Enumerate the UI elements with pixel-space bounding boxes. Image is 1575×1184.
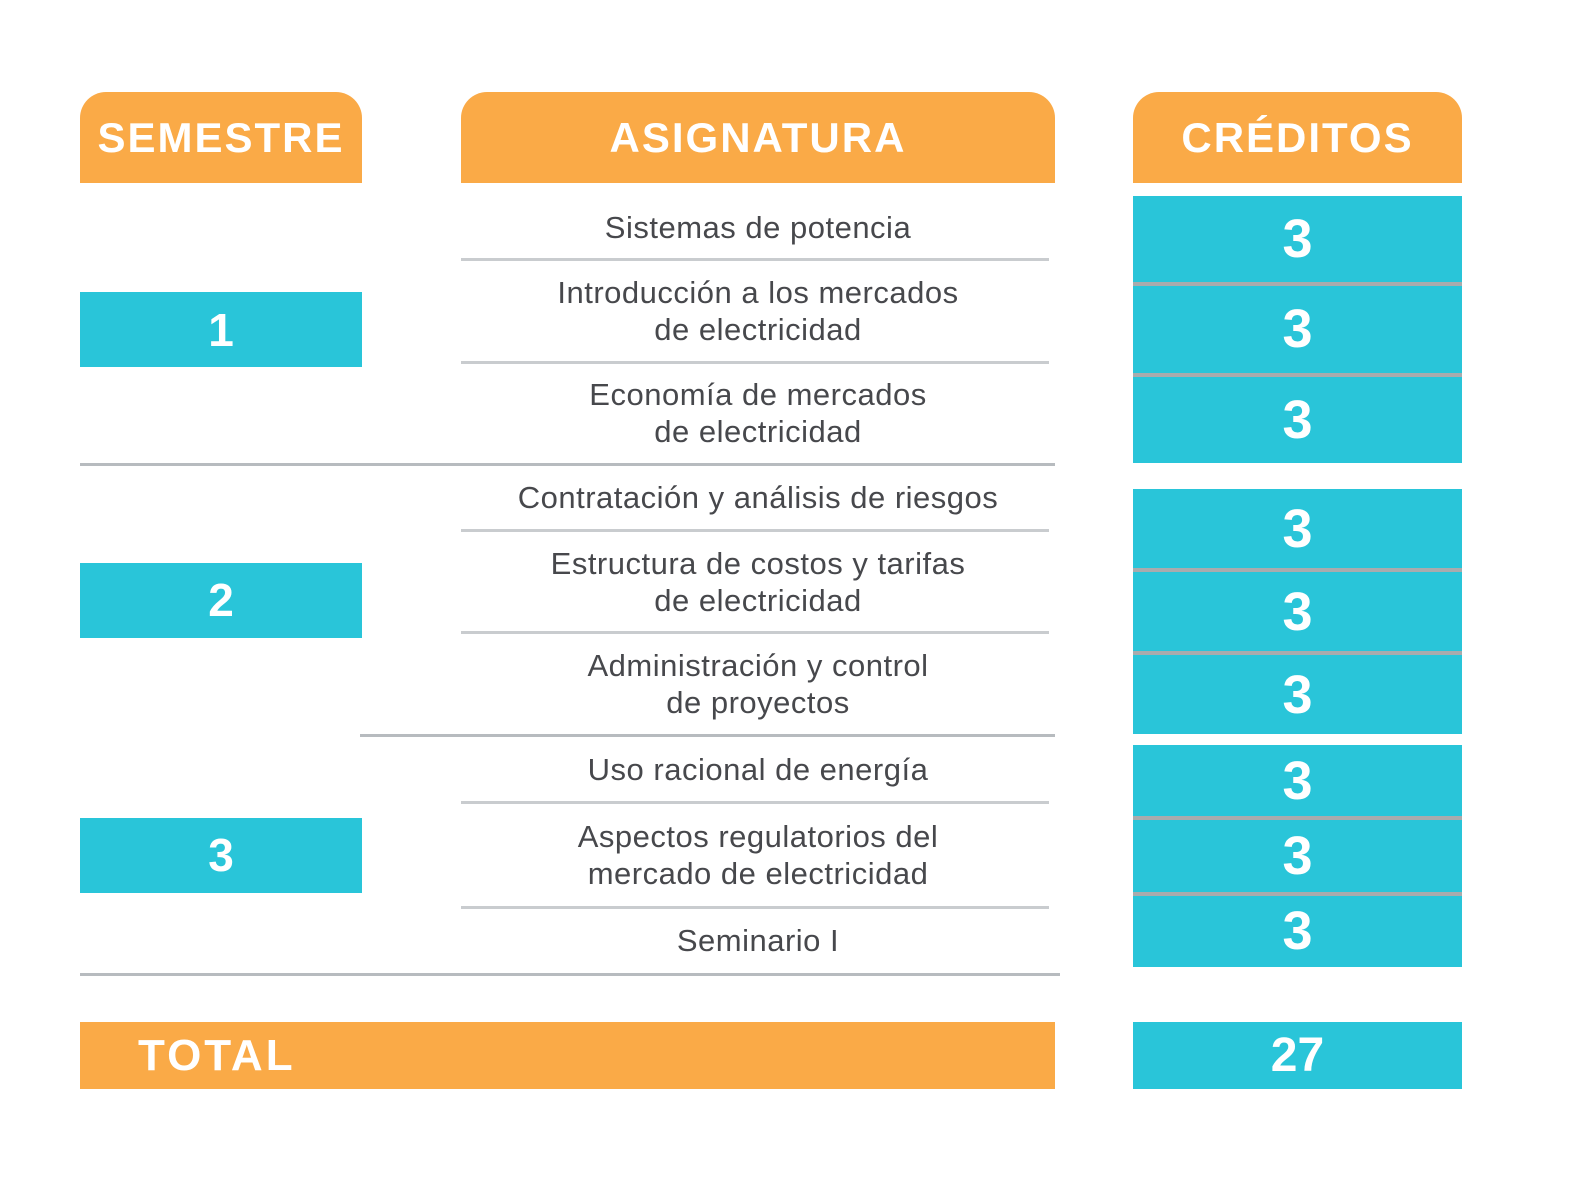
header-creditos: CRÉDITOS (1133, 92, 1462, 183)
subject-line: de proyectos (666, 685, 850, 721)
subject-divider (461, 360, 1050, 364)
subject-line: Sistemas de potencia (604, 209, 912, 245)
subject-line: Economía de mercados (589, 377, 927, 413)
credit-list-1: 3 3 3 (1133, 196, 1462, 463)
subject-divider (461, 905, 1050, 909)
subject-line: Introducción a los mercados (557, 274, 959, 310)
subject-line: de electricidad (654, 311, 862, 347)
subject-cell: Uso racional de energía (461, 737, 1055, 801)
group-divider-1 (80, 463, 1055, 466)
credit-divider (1133, 372, 1462, 377)
subject-line: Estructura de costos y tarifas (550, 545, 966, 581)
subject-divider (461, 631, 1050, 635)
curriculum-table: SEMESTRE ASIGNATURA CRÉDITOS 1 Sistemas … (80, 92, 1462, 1089)
subject-line: Administración y control (587, 648, 929, 684)
credit-cell: 3 (1133, 196, 1462, 283)
subject-cell: Sistemas de potencia (461, 196, 1055, 258)
subject-divider (461, 528, 1050, 532)
credit-cell: 3 (1133, 895, 1462, 967)
subject-cell: Introducción a los mercados de electrici… (461, 261, 1055, 360)
group-divider-bottom (80, 973, 1060, 976)
semester-group-2: 2 Contratación y análisis de riesgos Est… (80, 466, 1462, 734)
credit-cell: 3 (1133, 745, 1462, 817)
credit-divider (1133, 816, 1462, 821)
semester-badge-1: 1 (80, 292, 362, 367)
subject-divider (461, 258, 1050, 262)
table-header-row: SEMESTRE ASIGNATURA CRÉDITOS (80, 92, 1462, 183)
subject-line: Uso racional de energía (587, 751, 929, 787)
credit-divider (1133, 568, 1462, 572)
header-semestre: SEMESTRE (80, 92, 362, 183)
credit-cell: 3 (1133, 376, 1462, 463)
semester-group-1: 1 Sistemas de potencia Introducción a lo… (80, 196, 1462, 463)
header-body-gap (80, 183, 1462, 196)
semester-badge-2: 2 (80, 562, 362, 638)
credit-cell: 3 (1133, 820, 1462, 892)
subject-line: de electricidad (654, 582, 862, 618)
subject-line: Seminario I (676, 923, 840, 959)
subject-cell: Seminario I (461, 909, 1055, 973)
header-asignatura: ASIGNATURA (461, 92, 1055, 183)
subject-cell: Contratación y análisis de riesgos (461, 466, 1055, 529)
subject-cell: Administración y control de proyectos (461, 634, 1055, 734)
credit-cell: 3 (1133, 286, 1462, 373)
subject-cell: Economía de mercados de electricidad (461, 364, 1055, 463)
credit-divider (1133, 282, 1462, 287)
credit-list-3: 3 3 3 (1133, 737, 1462, 973)
credit-divider (1133, 891, 1462, 896)
subject-cell: Estructura de costos y tarifas de electr… (461, 532, 1055, 632)
credit-divider (1133, 651, 1462, 655)
semester-cell-3: 3 (80, 737, 362, 973)
semester-group-3: 3 Uso racional de energía Aspectos regul… (80, 737, 1462, 973)
credit-cell: 3 (1133, 655, 1462, 734)
group-divider-2 (360, 734, 1055, 737)
subject-line: mercado de electricidad (587, 855, 929, 891)
total-credits-value: 27 (1133, 1022, 1462, 1089)
semester-badge-3: 3 (80, 817, 362, 893)
subject-list-2: Contratación y análisis de riesgos Estru… (461, 466, 1055, 734)
credit-cell: 3 (1133, 572, 1462, 651)
subject-line: Contratación y análisis de riesgos (517, 479, 999, 515)
subject-cell: Aspectos regulatorios del mercado de ele… (461, 804, 1055, 905)
subject-list-3: Uso racional de energía Aspectos regulat… (461, 737, 1055, 973)
subject-divider (461, 801, 1050, 805)
total-label: TOTAL (80, 1022, 1055, 1089)
semester-cell-1: 1 (80, 196, 362, 463)
credit-list-2: 3 3 3 (1133, 466, 1462, 734)
total-row: TOTAL 27 (80, 1022, 1462, 1089)
semester-cell-2: 2 (80, 466, 362, 734)
subject-line: Aspectos regulatorios del (577, 818, 939, 854)
credit-cell: 3 (1133, 489, 1462, 568)
subject-list-1: Sistemas de potencia Introducción a los … (461, 196, 1055, 463)
subject-line: de electricidad (654, 414, 862, 450)
